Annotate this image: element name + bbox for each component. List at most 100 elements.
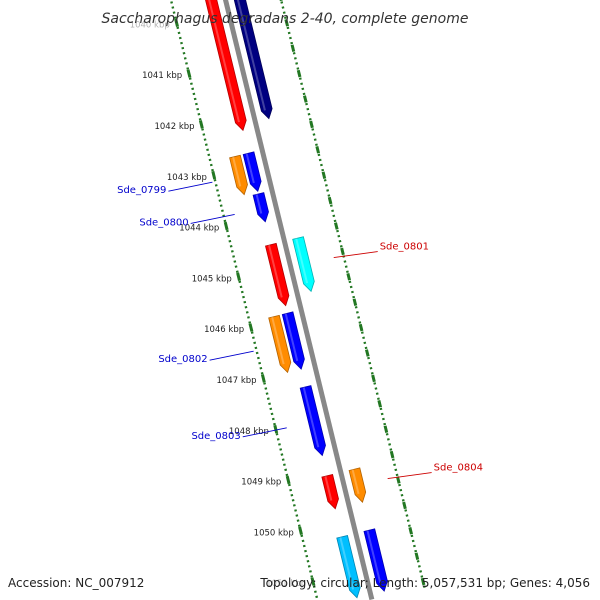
gene-arrow-body (281, 311, 305, 370)
gene-arrow (363, 528, 388, 592)
scale-tick (298, 526, 303, 536)
gene-arrow-body (292, 236, 315, 293)
gene-arrow-highlight (232, 156, 242, 187)
scale-label: 1046 kbp (204, 325, 244, 335)
gene-arrow-highlight (302, 387, 320, 448)
gene-arrow (292, 236, 315, 293)
scale-tick (315, 146, 320, 154)
scale-tick (321, 171, 327, 179)
gene-arrow-body (321, 474, 339, 510)
gene-arrow-highlight (366, 530, 382, 584)
map-title: Saccharophagus degradans 2-40, complete … (102, 11, 469, 27)
gene-label-leader (387, 472, 432, 480)
scale-tick (296, 69, 302, 78)
outer-scale-ticks (170, 1, 319, 599)
gene-arrow (321, 474, 339, 510)
scale-tick (396, 476, 401, 484)
gene-arrow (233, 0, 273, 120)
gene-arrow-body (252, 192, 269, 223)
gene-arrow-highlight (351, 469, 360, 495)
scale-tick (383, 425, 389, 433)
scale-label: 1050 kbp (254, 528, 294, 538)
scale-label: 1043 kbp (167, 173, 207, 183)
scale-label: 1045 kbp (192, 274, 232, 284)
scale-label: 1051 kbp (266, 579, 306, 589)
scale-label: 1049 kbp (241, 478, 281, 488)
gene-arrow-body (265, 242, 290, 307)
gene-arrow-highlight (271, 316, 285, 365)
scale-tick (198, 120, 204, 129)
scale-tick (279, 0, 283, 2)
gene-label: Sde_0801 (380, 242, 429, 253)
scale-label: 1040 kbp (130, 20, 170, 30)
scale-tick (377, 400, 382, 408)
scale-tick (273, 424, 279, 434)
gene-arrow (348, 467, 367, 503)
gene-arrow-highlight (339, 536, 354, 590)
scale-tick (365, 349, 370, 357)
scale-labels: 1040 kbp 1041 kbp 1042 kbp 1043 kbp 1044 kbp… (130, 20, 306, 589)
gene-features (205, 0, 388, 599)
scale-tick (309, 120, 314, 129)
gene-arrow-highlight (324, 476, 333, 501)
gene-arrow (299, 385, 326, 457)
gene-arrow-body (336, 535, 361, 599)
gene-arrow-body (348, 467, 367, 503)
scale-label: 1044 kbp (179, 224, 219, 234)
gene-arrow (265, 242, 290, 307)
scale-tick (186, 69, 192, 78)
gene-arrow-highlight (295, 238, 309, 284)
scale-tick (389, 450, 395, 459)
scale-tick (371, 374, 376, 383)
scale-tick (284, 19, 289, 27)
scale-tick (414, 552, 420, 560)
scale-tick (236, 272, 241, 282)
scale-tick (408, 527, 413, 535)
scale-label: 1041 kbp (142, 71, 182, 81)
gene-arrow (268, 314, 292, 374)
scale-tick (211, 170, 217, 180)
scale-tick (248, 323, 254, 332)
gene-labels: Sde_0799 Sde_0800 Sde_0801 Sde_0802 Sde_0803… (117, 181, 483, 480)
gene-label-leader (242, 427, 287, 438)
scale-tick (174, 18, 179, 28)
accession-text: Accession: NC_007912 (8, 576, 144, 590)
genome-backbone (222, 0, 375, 600)
gene-label-leader (209, 350, 254, 361)
genome-summary-text: Topology: circular; Length: 5,057,531 bp… (259, 576, 590, 590)
scale-tick (303, 95, 308, 103)
gene-arrow-body (229, 154, 248, 196)
scale-tick (310, 577, 316, 586)
gene-arrow-highlight (284, 313, 299, 362)
scale-label: 1048 kbp (229, 427, 269, 437)
gene-arrow-highlight (208, 0, 240, 123)
gene-arrow (229, 154, 248, 196)
scale-tick (352, 298, 358, 306)
scale-tick (340, 247, 345, 256)
gene-label: Sde_0799 (117, 185, 166, 196)
scale-tick (402, 501, 407, 510)
scale-tick (334, 222, 339, 230)
scale-label: 1047 kbp (216, 376, 256, 386)
gene-arrow-body (268, 314, 292, 374)
gene-label-leader (168, 181, 213, 192)
scale-tick (290, 44, 296, 52)
scale-tick (223, 221, 229, 231)
gene-arrow-highlight (255, 194, 263, 214)
gene-label-leader (333, 251, 378, 259)
gene-arrow (242, 151, 262, 193)
scale-label: 1042 kbp (154, 122, 194, 132)
gene-arrow-highlight (245, 153, 255, 184)
inner-scale-ticks (279, 0, 426, 588)
gene-label-leader (190, 214, 235, 224)
gene-arrow-body (299, 385, 326, 457)
gene-arrow (252, 192, 269, 223)
scale-tick (358, 323, 364, 332)
scale-tick (260, 374, 266, 383)
gene-arrow-highlight (236, 0, 266, 111)
scale-tick (420, 577, 426, 586)
scale-tick (327, 196, 333, 205)
gene-arrow-body (233, 0, 273, 120)
